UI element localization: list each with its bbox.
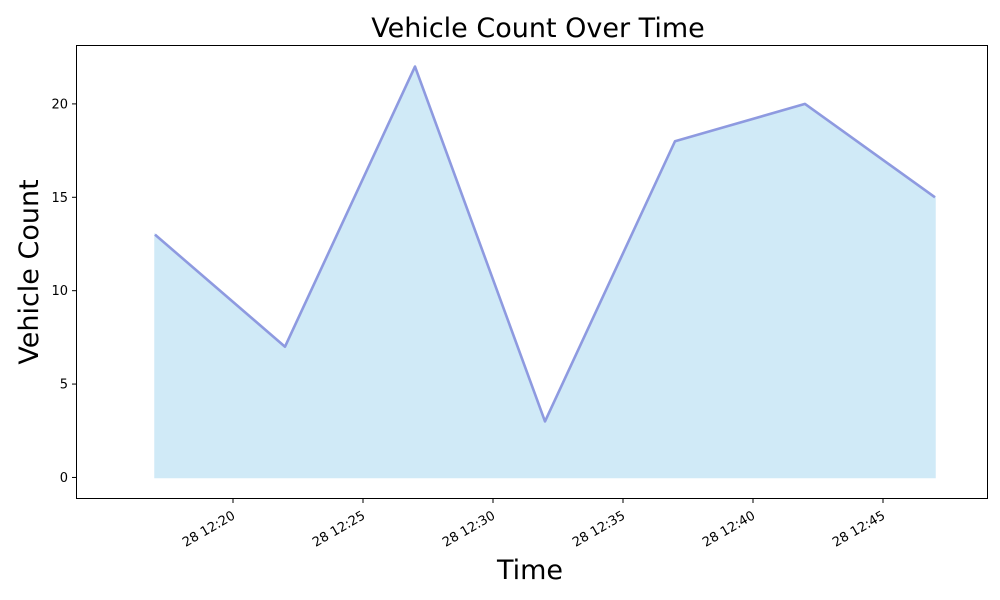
y-tick-label: 5: [60, 378, 68, 393]
chart-title: Vehicle Count Over Time: [371, 13, 705, 44]
data-point: [933, 195, 937, 199]
y-tick-label: 10: [51, 284, 68, 299]
data-point: [803, 102, 807, 106]
data-point: [543, 419, 547, 423]
x-tick-label: 28 12:30: [440, 508, 498, 550]
x-axis-title: Time: [496, 555, 563, 586]
y-tick-label: 20: [51, 97, 68, 112]
x-tick-label: 28 12:45: [830, 508, 888, 550]
data-point: [153, 233, 157, 237]
plot-frame: [76, 45, 988, 499]
data-point: [283, 345, 287, 349]
data-point: [413, 65, 417, 69]
plot-area: [153, 64, 937, 479]
series-area: [154, 64, 936, 479]
x-tick-label: 28 12:20: [180, 508, 238, 550]
series-line: [154, 65, 936, 423]
x-tick-label: 28 12:40: [700, 508, 758, 550]
y-axis-title: Vehicle Count: [14, 179, 45, 364]
y-tick-label: 0: [60, 471, 68, 486]
data-point: [673, 139, 677, 143]
x-axis: 28 12:20 28 12:25 28 12:30 28 12:35 28 12:40…: [180, 498, 888, 551]
x-tick-label: 28 12:35: [570, 508, 628, 550]
y-tick-label: 15: [51, 191, 68, 206]
x-tick-label: 28 12:25: [310, 508, 368, 550]
y-axis: 0 5 10 15 20: [51, 97, 77, 486]
